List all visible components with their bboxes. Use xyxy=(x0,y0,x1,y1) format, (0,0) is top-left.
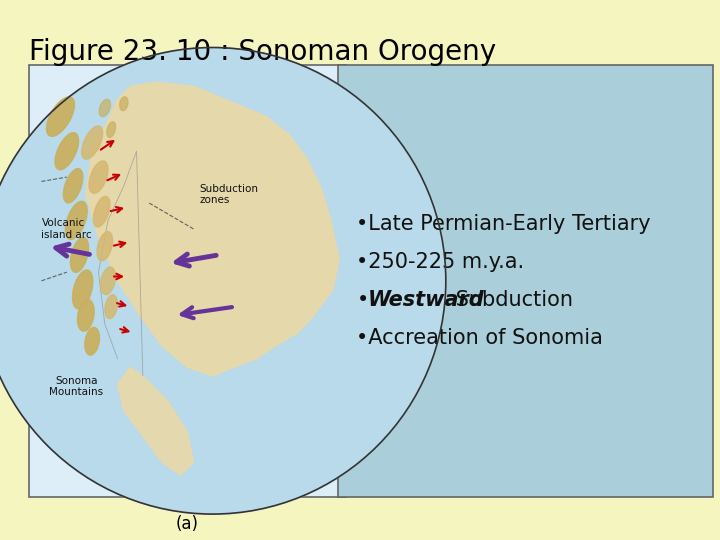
Text: Figure 23. 10 : Sonoman Orogeny: Figure 23. 10 : Sonoman Orogeny xyxy=(29,38,496,66)
Text: •Accreation of Sonomia: •Accreation of Sonomia xyxy=(356,328,603,348)
Polygon shape xyxy=(55,133,78,170)
Polygon shape xyxy=(99,99,110,117)
Bar xyxy=(29,65,346,497)
Polygon shape xyxy=(47,97,74,136)
Polygon shape xyxy=(86,82,339,376)
Circle shape xyxy=(0,48,446,514)
Polygon shape xyxy=(120,97,128,111)
Polygon shape xyxy=(78,300,94,331)
Polygon shape xyxy=(81,126,103,159)
Polygon shape xyxy=(85,327,99,355)
Polygon shape xyxy=(73,270,93,309)
Polygon shape xyxy=(97,232,112,261)
Text: •Late Permian-Early Tertiary: •Late Permian-Early Tertiary xyxy=(356,214,651,234)
Text: Volcanic
island arc: Volcanic island arc xyxy=(42,218,92,240)
Polygon shape xyxy=(63,168,83,203)
Polygon shape xyxy=(71,238,89,272)
Polygon shape xyxy=(117,367,194,475)
Polygon shape xyxy=(101,267,115,294)
Polygon shape xyxy=(107,122,115,137)
Polygon shape xyxy=(105,295,117,319)
Text: (a): (a) xyxy=(176,515,199,533)
Text: Sonoma
Mountains: Sonoma Mountains xyxy=(49,376,104,397)
Polygon shape xyxy=(66,201,87,239)
Polygon shape xyxy=(89,161,108,193)
Text: •: • xyxy=(356,290,369,310)
Text: Westward: Westward xyxy=(367,290,484,310)
Bar xyxy=(338,65,713,497)
Text: •250-225 m.y.a.: •250-225 m.y.a. xyxy=(356,252,525,272)
Text: Subduction
zones: Subduction zones xyxy=(200,184,259,205)
Text: Subduction: Subduction xyxy=(449,290,573,310)
Polygon shape xyxy=(94,197,110,227)
